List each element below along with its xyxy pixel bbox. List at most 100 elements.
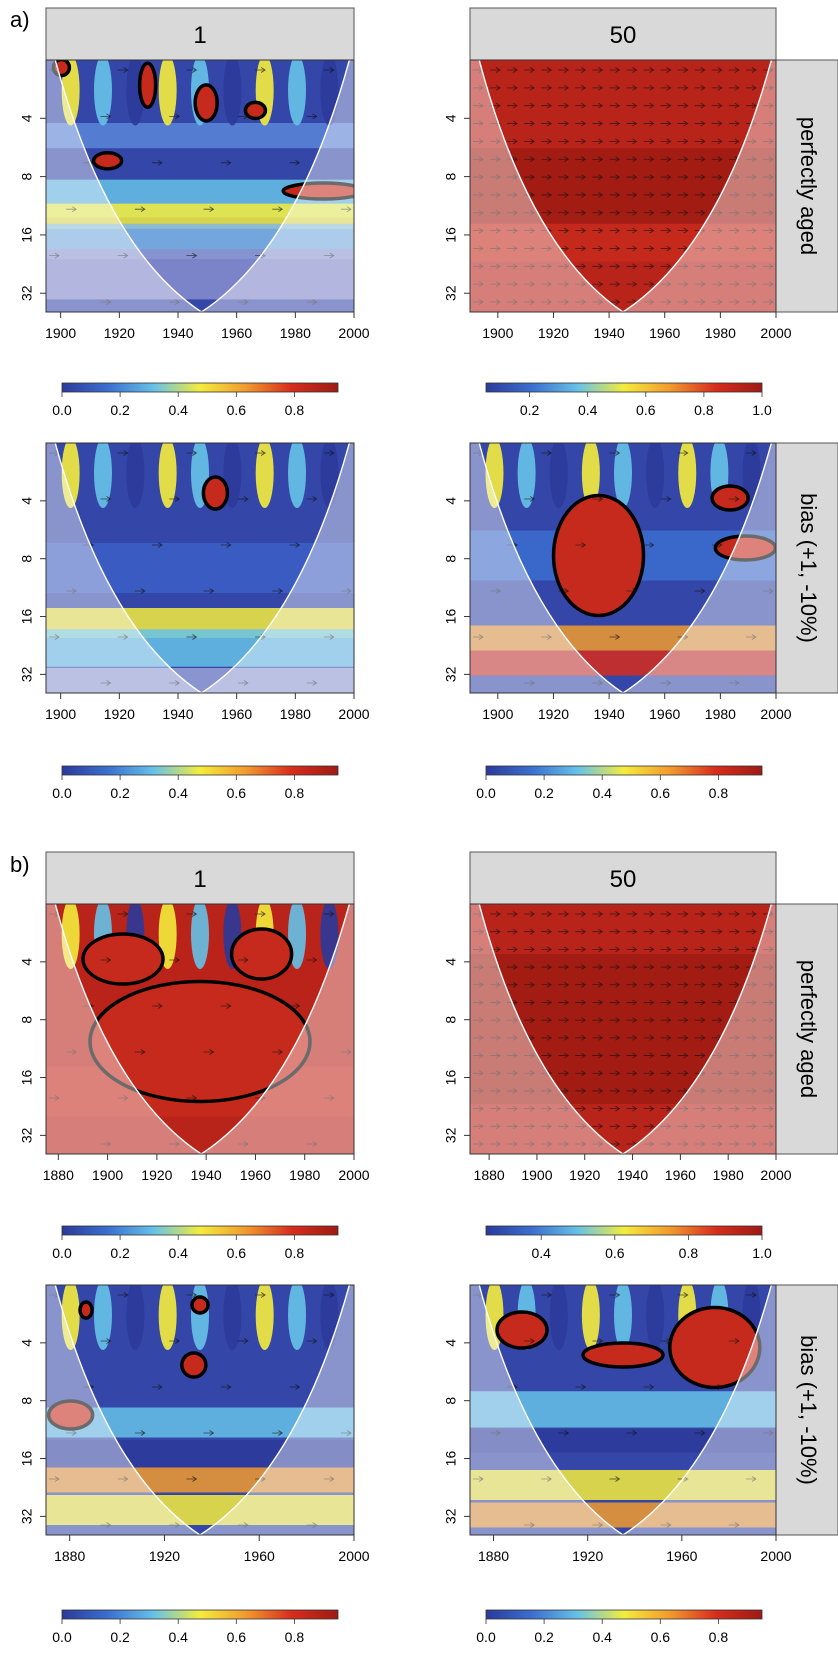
colorbar-tick-label: 0.2 xyxy=(534,1629,554,1645)
phase-arrow xyxy=(626,85,638,91)
phase-arrow xyxy=(609,281,621,287)
phase-arrow xyxy=(186,1095,198,1101)
significance-contour xyxy=(88,979,312,1104)
coi-shade-right xyxy=(201,443,354,693)
phase-arrow xyxy=(745,1035,757,1041)
phase-arrow xyxy=(558,299,570,305)
phase-arrow xyxy=(728,1338,740,1344)
phase-arrow xyxy=(473,85,484,91)
phase-arrow xyxy=(763,245,774,252)
phase-arrow xyxy=(558,911,570,917)
phase-arrow xyxy=(626,209,638,216)
phase-arrow xyxy=(575,192,587,198)
phase-arrow xyxy=(711,299,723,305)
colorbar-tick-label: 0.6 xyxy=(227,402,247,418)
colorbar-tick-label: 0.6 xyxy=(227,1629,247,1645)
phase-arrow xyxy=(660,263,672,270)
phase-arrow xyxy=(558,588,570,594)
x-tick-label: 1960 xyxy=(649,325,680,341)
phase-arrow xyxy=(575,928,587,935)
phase-arrow xyxy=(728,1105,740,1112)
column-header-b-50: 50 xyxy=(610,866,637,893)
phase-arrow xyxy=(134,1430,146,1436)
phase-arrow xyxy=(152,542,163,548)
phase-arrow xyxy=(575,1088,587,1094)
phase-arrow xyxy=(575,120,587,127)
heatmap-band xyxy=(46,123,354,149)
phase-arrow xyxy=(524,1141,535,1147)
phase-arrow xyxy=(49,450,60,456)
phase-arrow xyxy=(100,1522,112,1528)
phase-arrow xyxy=(643,1088,655,1094)
phase-arrow xyxy=(609,120,621,127)
x-tick-label: 1940 xyxy=(617,1167,648,1183)
phase-arrow xyxy=(609,67,621,73)
phase-arrow xyxy=(626,928,638,935)
phase-arrow xyxy=(728,138,740,145)
phase-arrow xyxy=(541,102,552,109)
phase-arrow xyxy=(745,1052,757,1059)
phase-arrow xyxy=(152,159,163,166)
colorbar-tick-label: 0.2 xyxy=(534,785,554,801)
x-tick-label: 1920 xyxy=(572,1548,603,1564)
phase-arrow xyxy=(626,156,638,163)
phase-arrow xyxy=(694,1052,706,1059)
x-tick-label: 1960 xyxy=(649,706,680,722)
phase-arrow xyxy=(626,174,638,180)
phase-arrow xyxy=(558,946,570,953)
phase-arrow xyxy=(609,1035,621,1041)
colorbar-tick-label: 0.6 xyxy=(227,785,247,801)
phase-arrow xyxy=(490,192,501,198)
phase-arrow xyxy=(507,281,518,287)
phase-arrow xyxy=(711,999,723,1006)
phase-arrow xyxy=(592,911,604,917)
heatmap-band xyxy=(46,249,354,300)
colorbar xyxy=(485,382,763,393)
phase-arrow xyxy=(66,1049,77,1055)
phase-arrow xyxy=(507,1088,518,1094)
phase-arrow xyxy=(643,911,655,917)
phase-arrow xyxy=(541,1088,552,1094)
phase-arrow xyxy=(711,209,723,216)
phase-arrow xyxy=(694,1017,706,1023)
phase-arrow xyxy=(507,85,518,91)
phase-arrow xyxy=(117,252,129,259)
phase-arrow xyxy=(575,1017,587,1023)
phase-arrow xyxy=(660,1070,672,1077)
phase-arrow xyxy=(677,1052,689,1059)
phase-arrow xyxy=(558,981,570,988)
phase-arrow xyxy=(490,1017,501,1023)
phase-arrow xyxy=(558,1105,570,1112)
phase-arrow xyxy=(558,1052,570,1059)
phase-arrow xyxy=(473,964,484,970)
heatmap-band xyxy=(470,1427,776,1453)
phase-arrow xyxy=(745,634,757,640)
plot-frame xyxy=(469,903,777,1155)
plot-frame xyxy=(469,1284,777,1536)
phase-arrow xyxy=(745,928,757,935)
phase-arrow xyxy=(609,450,621,456)
phase-arrow xyxy=(575,1070,587,1077)
phase-arrow xyxy=(524,120,535,127)
phase-arrow xyxy=(694,1105,706,1112)
y-tick-label: 4 xyxy=(443,1339,459,1347)
phase-arrow xyxy=(745,85,757,91)
phase-arrow xyxy=(323,1476,335,1482)
wavelet-panel: 4 8 16 32 1900 1920 1940 1960 1980 2000 0.0 0.2 0.4 0… xyxy=(443,442,792,801)
phase-arrow xyxy=(643,928,655,935)
row-label-a-bias: bias (+1, -10%) xyxy=(796,493,821,643)
phase-arrow xyxy=(660,1017,672,1023)
colorbar-tick-label: 0.4 xyxy=(578,402,598,418)
significance-contour xyxy=(551,493,646,618)
phase-arrow xyxy=(626,1123,638,1130)
heatmap-finger xyxy=(61,60,80,126)
phase-arrow xyxy=(473,156,484,163)
phase-arrow xyxy=(100,299,112,305)
phase-arrow xyxy=(609,1476,621,1482)
phase-arrow xyxy=(643,1141,655,1147)
x-tick-label: 1980 xyxy=(705,325,736,341)
phase-arrow xyxy=(626,263,638,270)
phase-arrow xyxy=(643,1123,655,1130)
phase-arrow xyxy=(677,981,689,988)
phase-arrow xyxy=(763,120,774,127)
